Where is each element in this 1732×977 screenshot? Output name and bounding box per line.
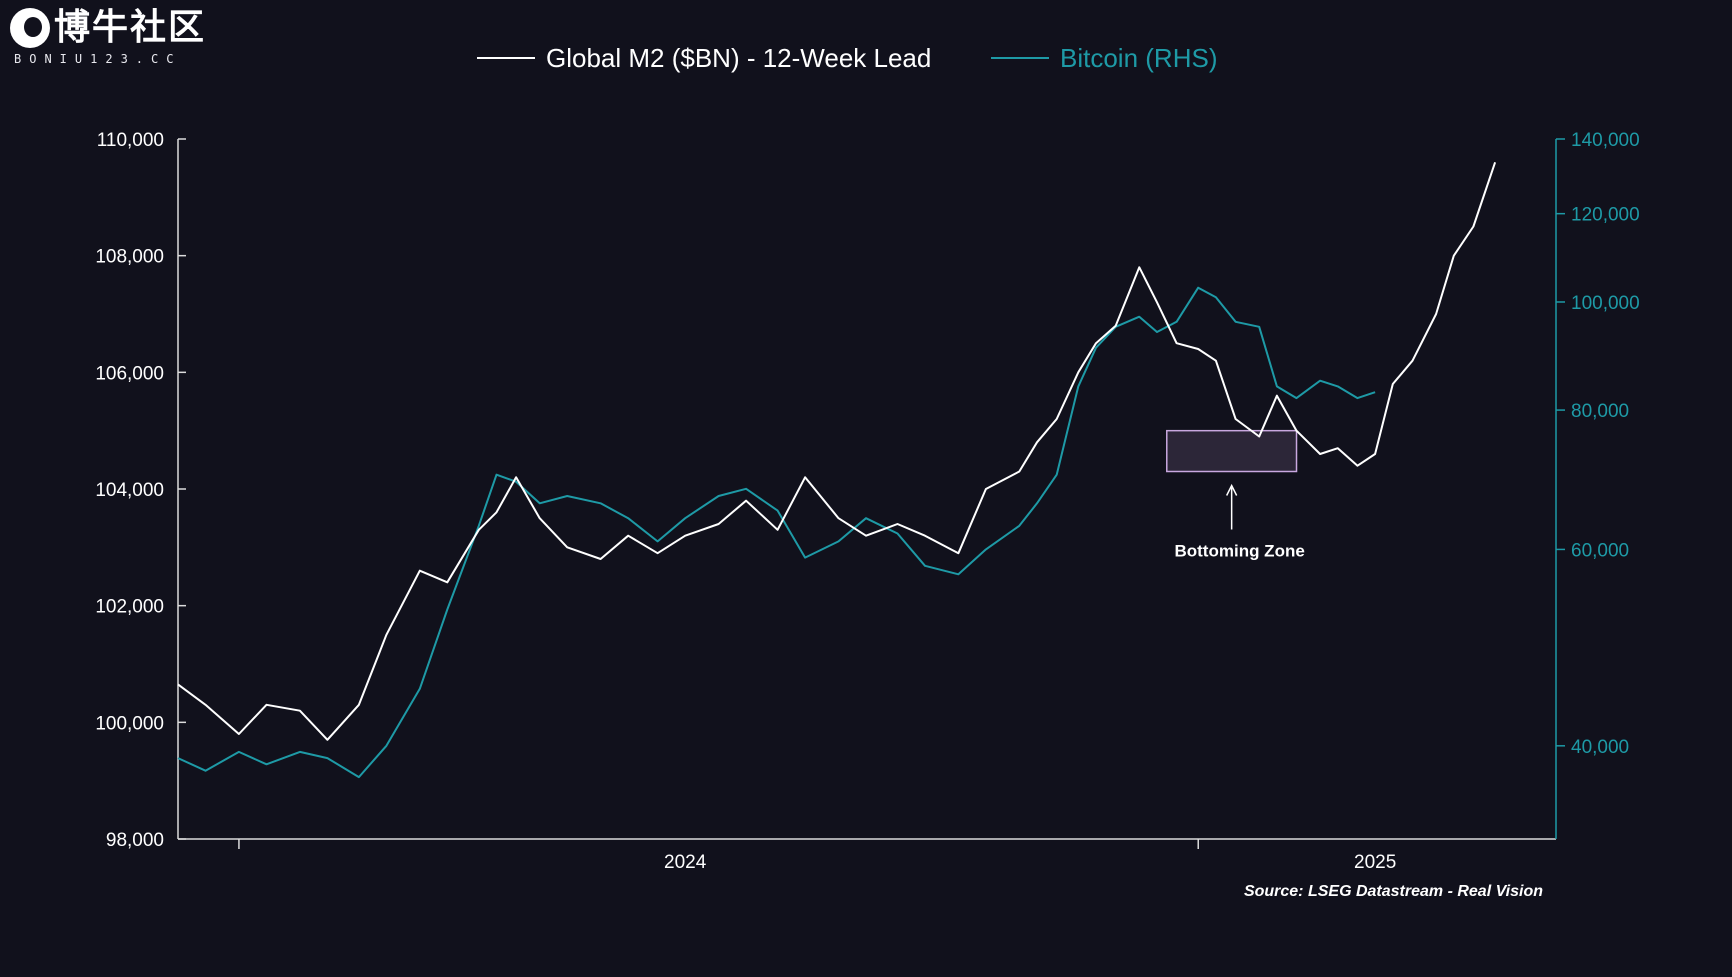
right-y-tick-label: 40,000 [1571,737,1629,758]
right-y-tick-label: 60,000 [1571,540,1629,561]
right-y-tick-label: 100,000 [1571,293,1640,314]
left-y-tick-label: 110,000 [97,130,164,151]
logo-subtitle: BONIU123.CC [14,52,182,66]
bull-head-icon [10,8,50,48]
left-y-tick-label: 102,000 [95,597,164,618]
left-y-tick-label: 108,000 [95,247,164,268]
m2-series-line [177,161,1497,741]
right-y-tick-label: 120,000 [1571,205,1640,226]
legend-label: Global M2 ($BN) - 12-Week Lead [546,43,931,73]
annotation-arrow-head [1225,483,1238,496]
x-tick-label: 2025 [1354,852,1396,873]
legend-label: Bitcoin (RHS) [1060,43,1217,73]
right-y-tick-label: 140,000 [1571,130,1640,151]
right-y-tick-label: 80,000 [1571,401,1629,422]
x-tick-label: 2024 [664,852,707,873]
bottoming-zone-box [1166,429,1298,473]
left-y-tick-label: 106,000 [95,363,164,384]
logo-title: 博牛社区 [54,7,207,48]
source-note: Source: LSEG Datastream - Real Vision [1243,883,1543,900]
left-y-tick-label: 100,000 [95,713,164,734]
left-y-tick-label: 104,000 [95,480,164,501]
left-y-tick-label: 98,000 [106,830,164,851]
bitcoin-series-line [177,286,1376,779]
logo: 博牛社区 BONIU123.CC [10,8,206,66]
annotation-label: Bottoming Zone [1174,542,1304,561]
